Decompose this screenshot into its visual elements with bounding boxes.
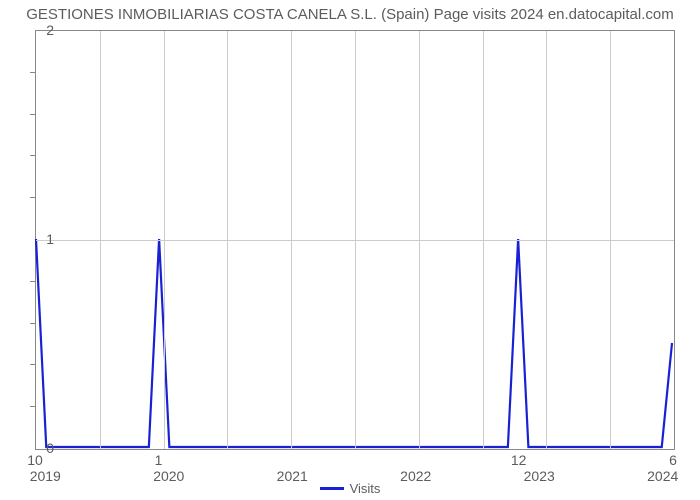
x-axis-tick-label: 2022 (400, 468, 431, 484)
y-axis-tick-label: 2 (46, 22, 54, 38)
x-axis-tick-label: 2020 (153, 468, 184, 484)
y-axis-minor-tick (30, 72, 35, 73)
plot-area (35, 30, 675, 450)
y-axis-minor-tick (30, 281, 35, 282)
x-axis-tick-label: 2021 (277, 468, 308, 484)
chart-container: GESTIONES INMOBILIARIAS COSTA CANELA S.L… (0, 0, 700, 500)
legend-swatch (320, 487, 344, 490)
y-axis-minor-tick (30, 364, 35, 365)
y-axis-tick-label: 0 (46, 440, 54, 456)
x-axis-value-label: 1 (155, 452, 163, 468)
y-axis-minor-tick (30, 197, 35, 198)
x-axis-tick-label: 2019 (30, 468, 61, 484)
x-axis-tick-label: 2023 (524, 468, 555, 484)
y-axis-minor-tick (30, 406, 35, 407)
x-axis-value-label: 10 (27, 452, 43, 468)
x-axis-value-label: 12 (511, 452, 527, 468)
y-axis-tick-label: 1 (46, 231, 54, 247)
y-axis-minor-tick (30, 114, 35, 115)
visits-line (36, 239, 672, 447)
y-axis-minor-tick (30, 155, 35, 156)
y-axis-minor-tick (30, 323, 35, 324)
x-axis-tick-label: 2024 (647, 468, 678, 484)
x-axis-value-label: 6 (669, 452, 677, 468)
grid-line-horizontal (36, 240, 674, 241)
legend-label: Visits (350, 481, 381, 496)
legend: Visits (0, 480, 700, 496)
chart-title: GESTIONES INMOBILIARIAS COSTA CANELA S.L… (0, 6, 700, 23)
